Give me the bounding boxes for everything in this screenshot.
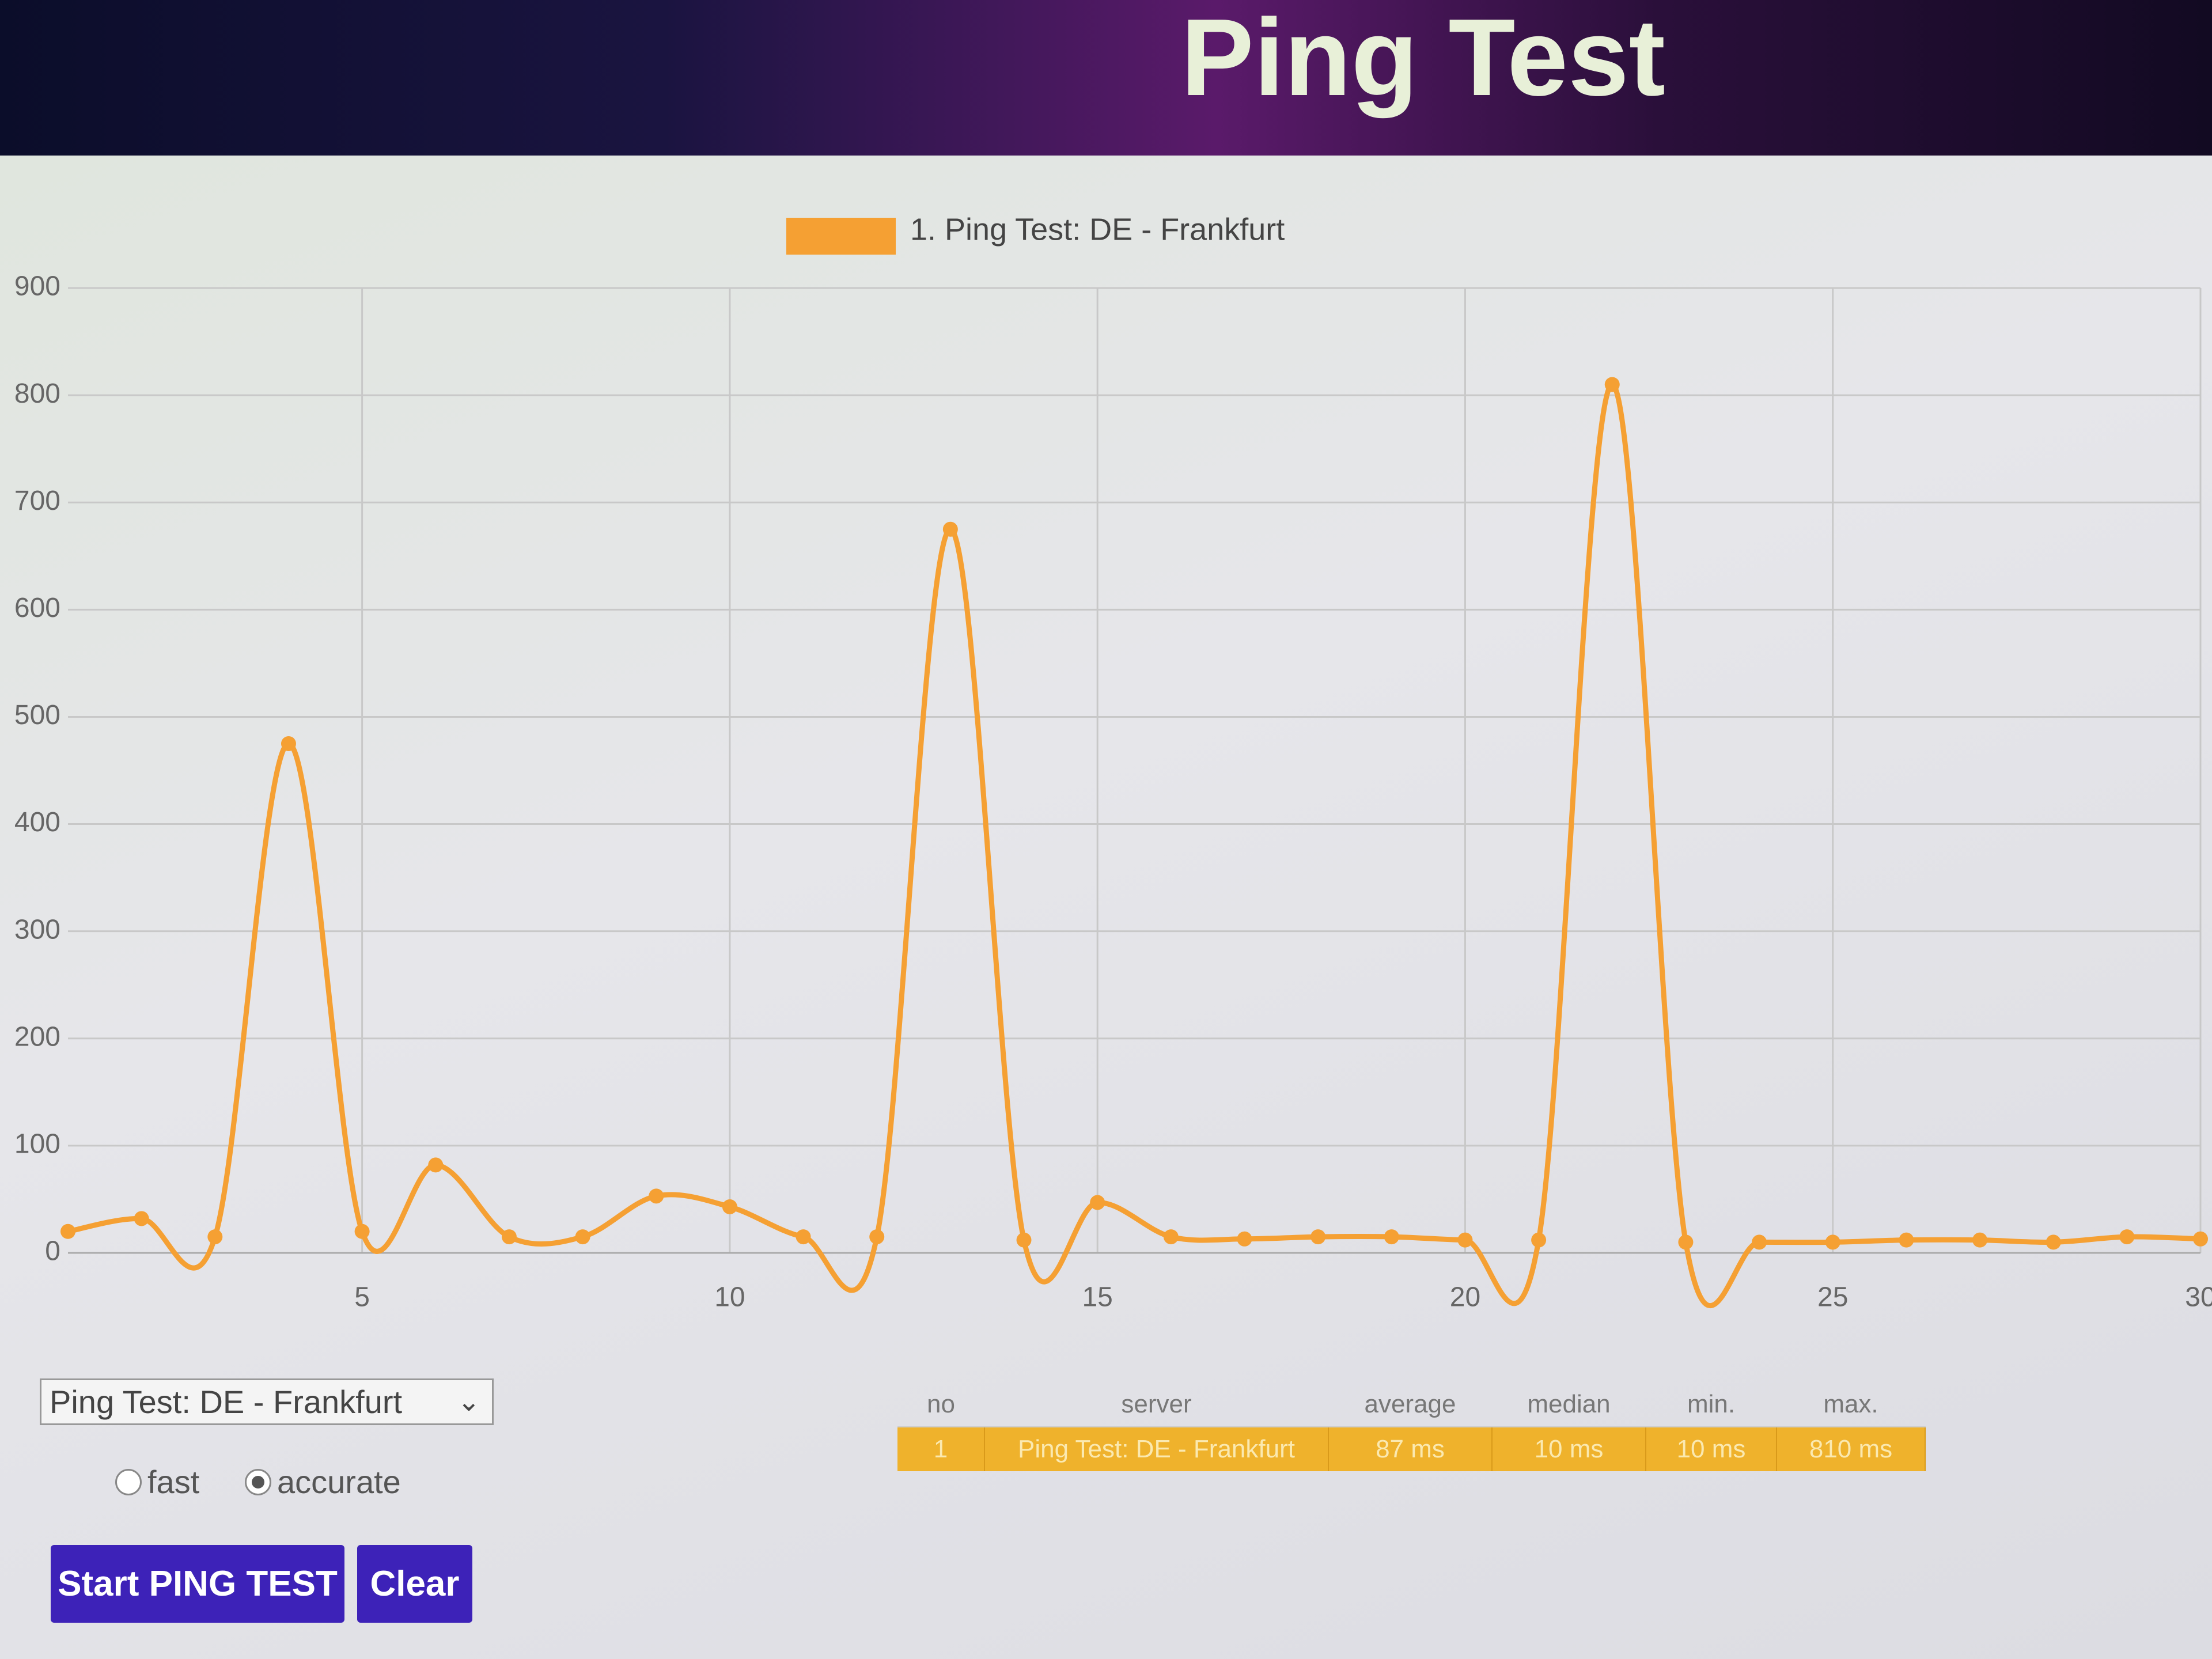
- data-point: [796, 1229, 811, 1245]
- chevron: ⌄: [457, 1387, 480, 1417]
- radio-dot: [245, 1468, 271, 1495]
- header: Ping Test: [0, 0, 2212, 156]
- server-select[interactable]: Ping Test: DE - Frankfurt ⌄: [40, 1378, 494, 1425]
- x-tick-label: 30: [2185, 1282, 2212, 1313]
- table-cell: no: [897, 1382, 984, 1427]
- data-point: [1163, 1229, 1179, 1245]
- data-point: [1899, 1232, 1914, 1248]
- data-point: [207, 1229, 223, 1245]
- table-cell: 10 ms: [1646, 1427, 1777, 1471]
- x-tick-label: 15: [1082, 1282, 1112, 1313]
- table-cell: server: [984, 1382, 1328, 1427]
- data-point: [501, 1229, 517, 1245]
- mode-radio[interactable]: accurate: [245, 1463, 401, 1501]
- data-point: [1972, 1232, 1988, 1248]
- table-cell: 810 ms: [1777, 1427, 1926, 1471]
- table-cell: 10 ms: [1492, 1427, 1646, 1471]
- y-tick-label: 800: [14, 378, 60, 409]
- data-point: [942, 521, 958, 537]
- data-point: [1457, 1232, 1473, 1248]
- table-header: no server average median min. max.: [897, 1382, 1925, 1427]
- y-tick-label: 600: [14, 593, 60, 623]
- data-point: [2046, 1234, 2061, 1250]
- y-tick-label: 700: [14, 486, 60, 516]
- data-point: [722, 1199, 737, 1214]
- table-cell: average: [1328, 1382, 1492, 1427]
- x-tick-label: 10: [714, 1282, 745, 1313]
- data-point: [869, 1229, 885, 1245]
- y-tick-label: 200: [14, 1021, 60, 1052]
- start-button[interactable]: Start PING TEST: [51, 1545, 344, 1623]
- x-tick-label: 5: [354, 1282, 370, 1313]
- data-point: [1384, 1229, 1399, 1245]
- mode-label: accurate: [277, 1464, 401, 1500]
- clear-button[interactable]: Clear: [357, 1545, 472, 1623]
- table-cell: min.: [1646, 1382, 1777, 1427]
- data-point: [1678, 1234, 1694, 1250]
- data-point: [649, 1188, 664, 1204]
- data-point: [1604, 377, 1620, 392]
- y-tick-label: 900: [14, 271, 60, 302]
- data-point: [1237, 1231, 1252, 1247]
- table-cell: median: [1492, 1382, 1646, 1427]
- data-point: [354, 1224, 370, 1239]
- data-point: [2193, 1231, 2208, 1247]
- data-point: [1752, 1234, 1767, 1250]
- chart: 0 100 200 300 400 500 600 700 800 900 5 10 15 20 25 30 1…: [14, 212, 2212, 1313]
- table-cell: 1: [897, 1427, 985, 1471]
- data-point: [1016, 1232, 1032, 1248]
- y-tick-label: 0: [45, 1236, 60, 1267]
- y-tick-label: 500: [14, 700, 60, 730]
- table-row: 1 Ping Test: DE - Frankfurt 87 ms 10 ms 10 m…: [897, 1427, 1926, 1471]
- radio-dot: [115, 1468, 142, 1495]
- data-point: [1825, 1234, 1840, 1250]
- server-select-text: Ping Test: DE - Frankfurt: [50, 1384, 403, 1420]
- y-tick-label: 400: [14, 807, 60, 838]
- legend-swatch: [786, 218, 896, 255]
- data-point: [1531, 1232, 1547, 1248]
- data-point: [1310, 1229, 1326, 1245]
- data-point: [575, 1229, 590, 1245]
- y-tick-label: 100: [14, 1129, 60, 1160]
- x-tick-label: 25: [1817, 1282, 1848, 1313]
- table-cell: Ping Test: DE - Frankfurt: [984, 1427, 1329, 1471]
- table-cell: 87 ms: [1328, 1427, 1493, 1471]
- data-point: [1090, 1195, 1105, 1210]
- results-table: no server average median min. max. 1 Ping Test:…: [897, 1382, 1926, 1471]
- data-point: [60, 1224, 75, 1239]
- mode-radio[interactable]: fast: [115, 1463, 199, 1501]
- series-line: [67, 381, 2201, 1309]
- data-point: [134, 1211, 149, 1226]
- legend-label: 1. Ping Test: DE - Frankfurt: [910, 212, 1285, 247]
- mode-label: fast: [147, 1464, 200, 1500]
- y-tick-label: 300: [14, 914, 60, 945]
- data-point: [428, 1157, 444, 1173]
- data-point: [2119, 1229, 2135, 1245]
- table-cell: max.: [1777, 1382, 1925, 1427]
- header-title: Ping Test: [1181, 0, 1665, 119]
- x-tick-label: 20: [1450, 1282, 1480, 1313]
- data-point: [281, 736, 296, 751]
